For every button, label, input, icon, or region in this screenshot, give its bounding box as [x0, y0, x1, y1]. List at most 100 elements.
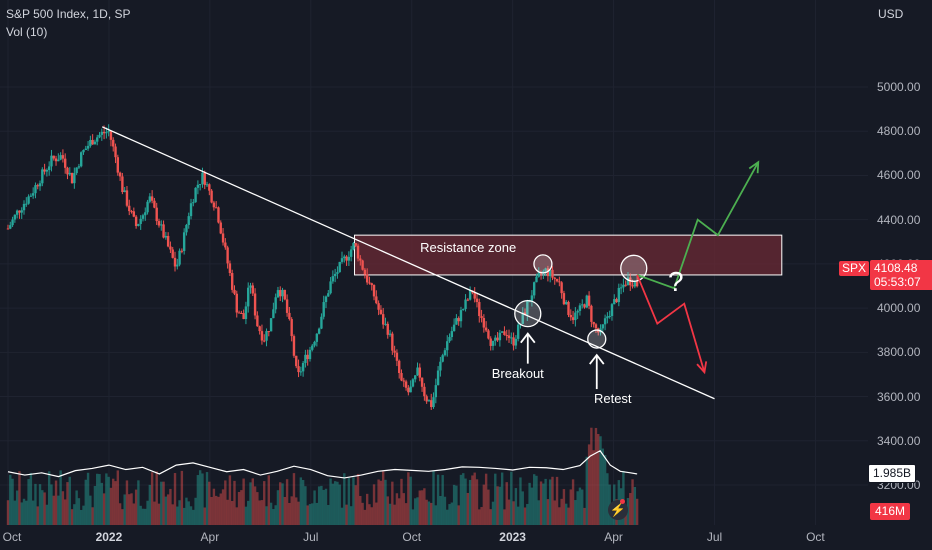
candle: [523, 312, 527, 315]
volume-bar: [418, 490, 421, 525]
volume-bar: [279, 482, 282, 525]
candle: [555, 278, 559, 282]
candle: [443, 350, 447, 356]
volume-bar: [567, 507, 570, 525]
candle: [587, 295, 591, 306]
volume-bar: [443, 496, 447, 525]
volume-bar: [333, 481, 337, 525]
volume-bar: [411, 509, 415, 525]
candle: [427, 400, 431, 402]
candle: [329, 281, 332, 294]
volume-bar: [299, 477, 303, 525]
candle: [507, 335, 511, 338]
resistance-zone-label: Resistance zone: [420, 240, 517, 256]
volume-bar: [585, 456, 589, 525]
volume-bar: [432, 470, 435, 525]
candle: [544, 268, 547, 272]
candle: [260, 331, 264, 341]
x-tick-label: 2023: [499, 530, 526, 544]
candle: [400, 373, 403, 381]
candle: [317, 328, 321, 334]
candle: [349, 249, 353, 257]
candle: [368, 282, 371, 284]
volume-bar: [171, 504, 174, 525]
x-tick-label: Oct: [2, 530, 22, 544]
candle: [398, 360, 401, 374]
volume-bar: [423, 488, 426, 525]
candle: [624, 284, 627, 286]
lightning-icon[interactable]: ⚡: [608, 500, 628, 520]
volume-bar: [343, 473, 346, 525]
candle: [91, 139, 94, 145]
volume-bar: [606, 473, 609, 525]
volume-bar: [226, 499, 229, 525]
volume-bar: [80, 509, 83, 525]
volume-bar: [519, 477, 522, 525]
candle: [462, 308, 465, 311]
volume-bar: [338, 484, 341, 525]
candle: [498, 332, 502, 341]
candle: [375, 296, 378, 304]
y-tick-label: 3600.00: [877, 389, 921, 404]
candle: [320, 316, 323, 329]
volume-bar: [269, 502, 273, 525]
candle: [180, 250, 184, 252]
volume-bar: [347, 477, 351, 525]
volume-bar: [459, 474, 463, 525]
candle: [359, 258, 362, 261]
volume-bar: [86, 472, 90, 525]
candle: [608, 315, 611, 317]
candle: [6, 228, 10, 230]
candle: [473, 292, 476, 299]
candle: [43, 169, 46, 172]
candle: [603, 318, 607, 325]
candle: [105, 132, 108, 134]
volume-bar: [372, 484, 376, 525]
candle: [480, 316, 483, 319]
x-tick-label: Jul: [706, 530, 723, 544]
candle: [311, 345, 314, 350]
candle: [560, 282, 563, 294]
candle: [450, 331, 454, 338]
volume-bar: [22, 498, 26, 525]
candle: [107, 130, 110, 133]
candle: [178, 250, 181, 265]
volume-bar: [93, 485, 97, 525]
candle: [169, 246, 172, 250]
volume-bar: [240, 490, 243, 525]
candle: [363, 269, 367, 275]
volume-bar: [84, 479, 87, 525]
volume-bar: [500, 472, 504, 525]
volume-bar: [482, 484, 486, 525]
candle: [240, 313, 243, 315]
volume-bar: [31, 500, 35, 525]
candle: [137, 223, 140, 227]
candle: [247, 287, 250, 307]
candle: [455, 318, 458, 325]
candle: [47, 166, 51, 171]
candle: [633, 281, 637, 287]
volume-bar: [402, 493, 405, 525]
volume-bar: [592, 450, 595, 525]
volume-bar: [377, 479, 380, 525]
candle: [343, 256, 346, 259]
candle: [494, 337, 497, 341]
candle: [253, 293, 257, 316]
candle: [272, 309, 275, 319]
volume-bar: [196, 475, 200, 525]
volume-bar: [219, 493, 222, 525]
volume-bar: [420, 490, 424, 525]
candle: [38, 183, 42, 187]
volume-bar: [139, 505, 142, 525]
volume-bar: [379, 480, 383, 525]
volume-bar: [54, 480, 58, 525]
candle: [189, 203, 193, 217]
notification-dot: [620, 499, 625, 504]
candle: [295, 355, 298, 367]
volume-bar: [242, 478, 245, 525]
volume-bar: [295, 497, 298, 525]
volume-bar: [427, 501, 431, 525]
candle: [388, 333, 392, 335]
candle: [457, 318, 460, 322]
